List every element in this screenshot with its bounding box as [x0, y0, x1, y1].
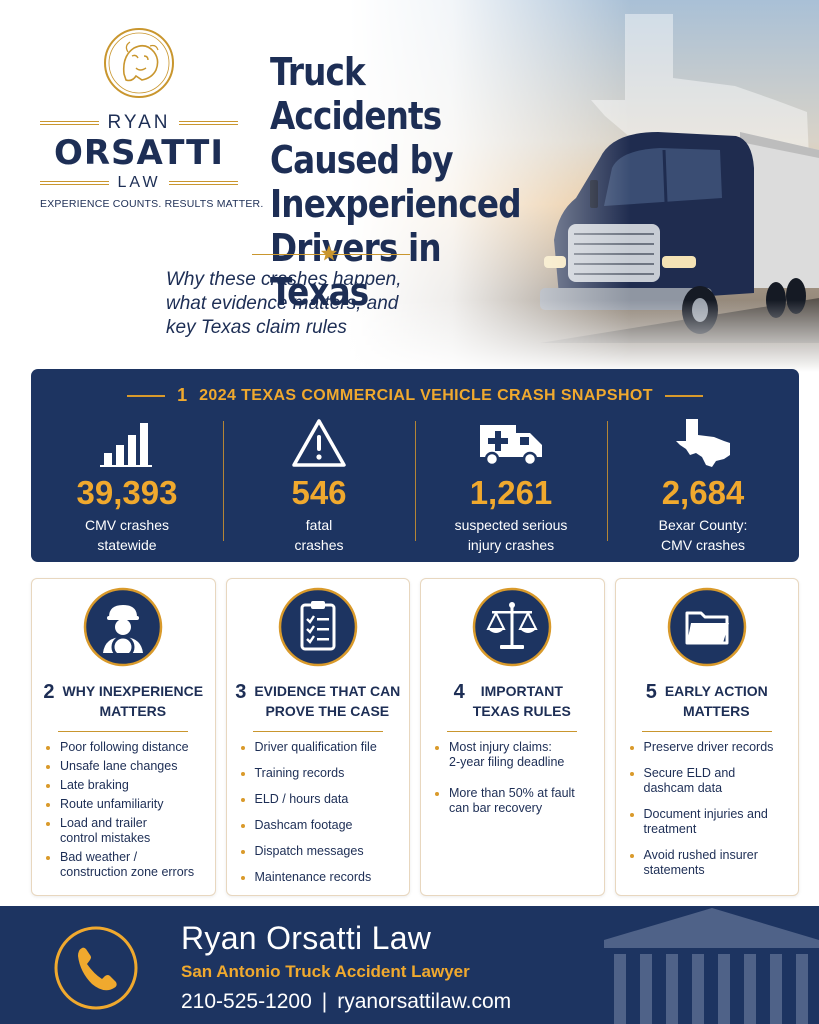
list-item: Training records	[240, 766, 398, 781]
card-number: 3	[235, 681, 247, 703]
list-item: Load and trailer control mistakes	[46, 816, 203, 846]
card-early-action: 5 EARLY ACTION MATTERS Preserve driver r…	[614, 578, 799, 896]
list-item: Dispatch messages	[240, 844, 398, 859]
website-link[interactable]: ryanorsattilaw.com	[337, 990, 512, 1013]
card-divider	[252, 731, 383, 732]
card-divider	[641, 731, 772, 732]
phone-number-link[interactable]: 210-525-1200	[181, 990, 312, 1013]
list-item: Preserve driver records	[629, 740, 787, 755]
list-item: More than 50% at fault can bar recovery	[435, 786, 592, 816]
stat-cmv-crashes: 39,393 CMV crashes statewide	[31, 413, 223, 553]
stat-value: 39,393	[76, 474, 178, 511]
page-title: Truck Accidents Caused by Inexperienced …	[270, 50, 522, 314]
snapshot-number: 1	[177, 385, 188, 405]
list-item: Avoid rushed insurer statements	[629, 848, 787, 878]
list-item: Dashcam footage	[240, 818, 398, 833]
texas-map-icon	[676, 419, 730, 467]
lion-head-icon	[104, 28, 174, 98]
card-title: IMPORTANT TEXAS RULES	[472, 683, 571, 719]
card-title: EVIDENCE THAT CAN PROVE THE CASE	[254, 683, 401, 719]
list-item: ELD / hours data	[240, 792, 398, 807]
info-cards: 2 WHY INEXPERIENCE MATTERS Poor followin…	[31, 578, 799, 896]
footer-contact: 210-525-1200 | ryanorsattilaw.com	[181, 990, 511, 1014]
logo-law: LAW	[117, 174, 161, 191]
stat-fatal-crashes: 546 fatal crashes	[223, 413, 415, 553]
card-why-inexperience: 2 WHY INEXPERIENCE MATTERS Poor followin…	[31, 578, 216, 896]
card-divider	[58, 731, 189, 732]
driver-icon	[84, 587, 163, 667]
stat-value: 1,261	[469, 474, 553, 511]
list-item: Document injuries and treatment	[629, 807, 787, 837]
warning-icon	[292, 419, 346, 467]
contact-separator: |	[321, 990, 328, 1013]
list-item: Driver qualification file	[240, 740, 398, 755]
snapshot-title: 2024 TEXAS COMMERCIAL VEHICLE CRASH SNAP…	[199, 386, 653, 404]
card-number: 2	[43, 681, 55, 703]
list-item: Secure ELD and dashcam data	[629, 766, 787, 796]
footer-subtitle: San Antonio Truck Accident Lawyer	[181, 962, 470, 981]
stat-label: Bexar County: CMV crashes	[658, 517, 748, 553]
stat-bexar-county: 2,684 Bexar County: CMV crashes	[607, 413, 799, 553]
star-icon	[320, 244, 338, 261]
list-item: Bad weather / construction zone errors	[46, 850, 203, 880]
card-texas-rules: 4 IMPORTANT TEXAS RULES Most injury clai…	[420, 578, 605, 896]
contact-footer: Ryan Orsatti Law San Antonio Truck Accid…	[0, 906, 819, 1024]
stats-row: 39,393 CMV crashes statewide 546 fatal c…	[31, 413, 799, 553]
list-item: Unsafe lane changes	[46, 759, 203, 774]
crash-snapshot-panel: 1 2024 TEXAS COMMERCIAL VEHICLE CRASH SN…	[31, 369, 799, 562]
folder-icon	[667, 587, 746, 667]
card-number: 5	[645, 681, 657, 703]
scales-icon	[473, 587, 552, 667]
stat-label: suspected serious injury crashes	[454, 517, 568, 553]
card-list: Preserve driver records Secure ELD and da…	[616, 740, 799, 878]
list-item: Route unfamiliarity	[46, 797, 203, 812]
card-list: Most injury claims: 2-year filing deadlin…	[421, 740, 604, 816]
card-title: WHY INEXPERIENCE MATTERS	[62, 683, 204, 719]
list-item: Maintenance records	[240, 870, 398, 885]
logo-last-name: ORSATTI	[53, 133, 225, 173]
ambulance-icon	[480, 425, 542, 467]
stat-value: 2,684	[661, 474, 745, 511]
stat-label: fatal crashes	[294, 517, 344, 553]
card-evidence: 3 EVIDENCE THAT CAN PROVE THE CASE Drive…	[225, 578, 410, 896]
firm-logo: RYAN ORSATTI LAW EXPERIENCE COUNTS. RESU…	[40, 26, 264, 210]
card-title: EARLY ACTION MATTERS	[664, 683, 768, 719]
courthouse-icon	[604, 908, 819, 1024]
hero-header: RYAN ORSATTI LAW EXPERIENCE COUNTS. RESU…	[0, 0, 819, 372]
clipboard-icon	[278, 587, 357, 667]
card-number: 4	[453, 681, 465, 703]
list-item: Late braking	[46, 778, 203, 793]
stat-label: CMV crashes statewide	[84, 517, 170, 553]
stat-serious-injury: 1,261 suspected serious injury crashes	[415, 413, 607, 553]
card-divider	[447, 731, 578, 732]
stat-value: 546	[291, 474, 347, 511]
bar-chart-icon	[100, 423, 152, 467]
phone-icon[interactable]	[54, 926, 138, 1010]
page-subtitle: Why these crashes happen, what evidence …	[166, 269, 402, 338]
snapshot-heading: 1 2024 TEXAS COMMERCIAL VEHICLE CRASH SN…	[31, 385, 799, 406]
list-item: Poor following distance	[46, 740, 203, 755]
list-item: Most injury claims: 2-year filing deadlin…	[435, 740, 592, 770]
logo-tagline: EXPERIENCE COUNTS. RESULTS MATTER.	[40, 198, 264, 210]
card-list: Driver qualification file Training recor…	[227, 740, 410, 885]
footer-firm-name: Ryan Orsatti Law	[181, 920, 432, 956]
card-list: Poor following distance Unsafe lane chan…	[32, 740, 215, 880]
logo-first-name: RYAN	[107, 112, 171, 133]
hero-bottom-fade	[0, 300, 819, 372]
